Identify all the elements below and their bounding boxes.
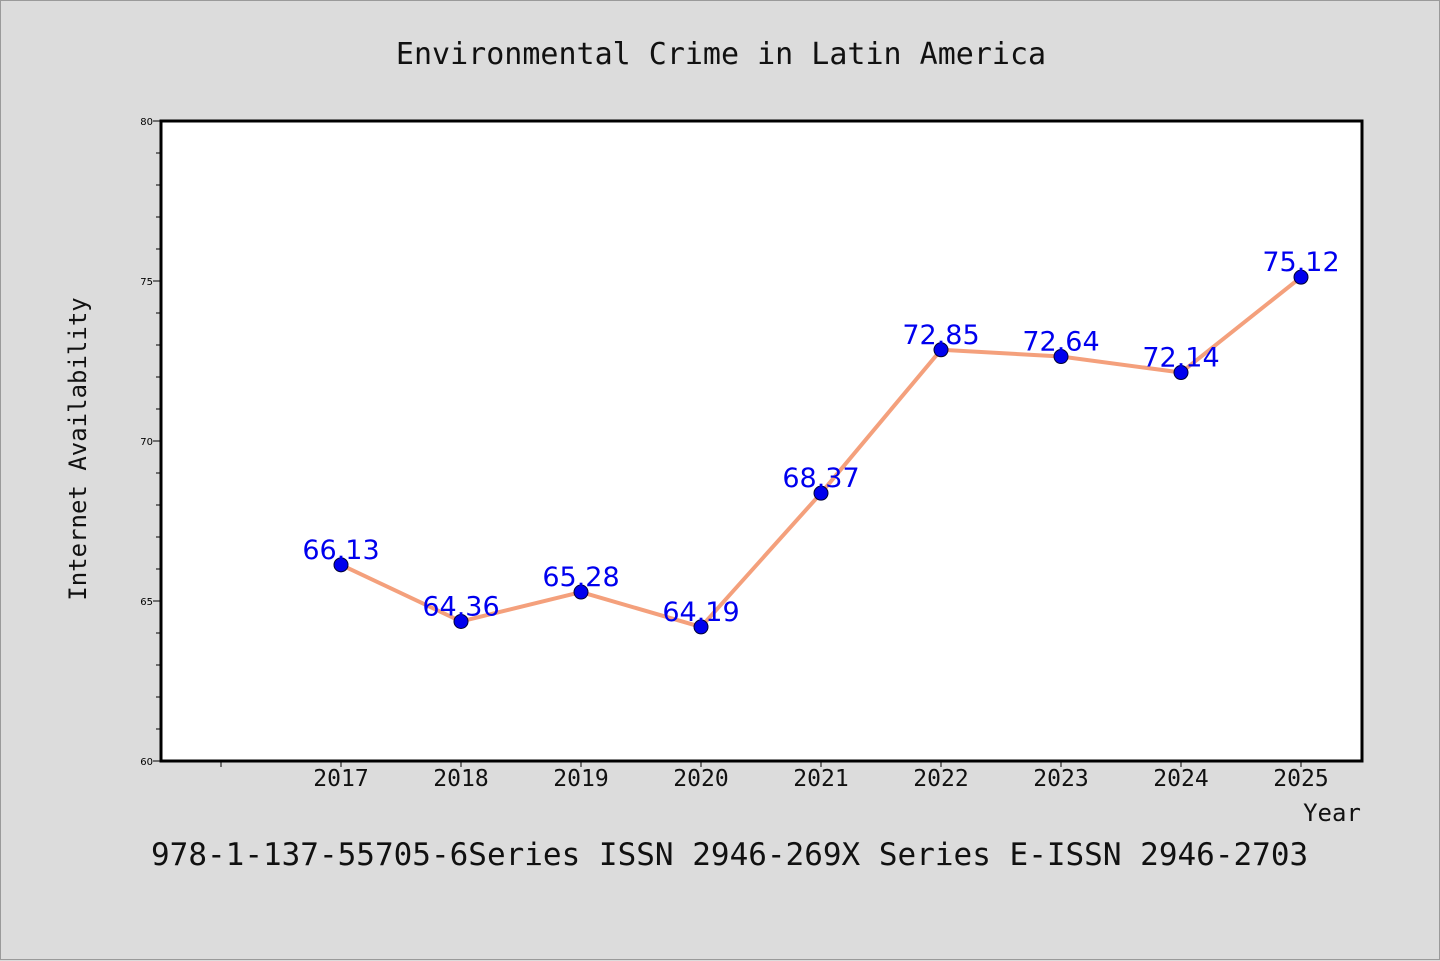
data-label: 65.28 [542,562,619,593]
x-tick-label: 2019 [553,766,608,792]
x-tick-label: 2023 [1033,766,1088,792]
y-tick-label: 60 [140,757,153,768]
x-tick-label: 2025 [1273,766,1328,792]
data-point [1053,349,1069,365]
data-label: 66.13 [302,535,379,566]
y-axis-label: Internet Availability [64,297,92,600]
data-label: 72.85 [902,320,979,351]
data-label: 72.14 [1142,343,1219,374]
chart-title: Environmental Crime in Latin America [396,37,1046,72]
data-labels: 66.13 64.36 65.28 64.19 68.37 72.85 72.64 72.14… [302,247,1339,628]
x-tick-label: 2021 [793,766,848,792]
footer-text: 978-1-137-55705-6Series ISSN 2946-269X S… [151,837,1308,873]
x-tick-label: 2024 [1153,766,1208,792]
data-point [573,584,589,600]
y-tick-label: 75 [140,277,153,288]
data-label: 72.64 [1022,327,1099,358]
x-tick-label: 2020 [673,766,728,792]
data-point [813,485,829,501]
data-point [933,342,949,358]
data-label: 64.19 [662,597,739,628]
x-axis-label: Year [1303,799,1361,827]
data-point [1293,269,1309,285]
data-point [693,619,709,635]
x-tick-label: 2017 [313,766,368,792]
y-tick-label: 80 [140,117,153,128]
data-label: 75.12 [1262,247,1339,278]
data-point [1173,365,1189,381]
y-tick-label: 65 [140,597,153,608]
x-tick-label: 2022 [913,766,968,792]
y-axis: 60 65 70 75 80 [140,117,161,768]
data-label: 64.36 [422,591,499,622]
x-axis: 2017 2018 2019 2020 2021 2022 2023 2024 2025 [220,761,1329,792]
data-markers [333,269,1309,635]
data-label: 68.37 [782,463,859,494]
data-point [333,557,349,573]
x-tick-label: 2018 [433,766,488,792]
y-tick-label: 70 [140,437,153,448]
data-point [453,613,469,629]
plot-area [159,119,1364,763]
